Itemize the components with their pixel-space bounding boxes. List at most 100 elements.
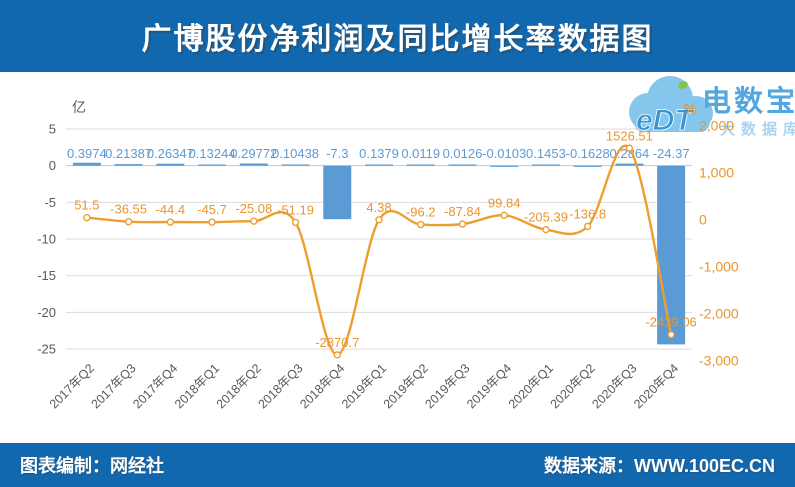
bar-2020年Q1	[531, 164, 560, 166]
bar-2019年Q1	[365, 164, 393, 166]
line-data-labels: 51.5 -36.55 -44.4 -45.7 -25.08 -51.19 -2870.7 4…	[74, 128, 697, 350]
line-point-2018年Q4	[333, 351, 341, 359]
bar-2020年Q3	[615, 163, 644, 166]
svg-text:2018年Q4: 2018年Q4	[297, 361, 347, 411]
svg-text:-1,000: -1,000	[699, 259, 739, 275]
bar-2018年Q1	[198, 164, 227, 166]
bar-2019年Q4	[490, 165, 519, 167]
edt-logo-text: eDT	[636, 104, 695, 137]
svg-text:-0.1628: -0.1628	[566, 146, 610, 161]
svg-text:-5: -5	[44, 195, 56, 210]
left-axis-unit: 亿	[72, 99, 86, 115]
bar-2020年Q2	[573, 165, 602, 167]
svg-text:-24.37: -24.37	[653, 146, 690, 161]
svg-text:0.26347: 0.26347	[147, 146, 194, 161]
svg-text:2020年Q1: 2020年Q1	[506, 361, 556, 411]
bar-2020年Q4	[657, 165, 686, 345]
svg-text:0.10438: 0.10438	[272, 146, 319, 161]
page-title: 广博股份净利润及同比增长率数据图	[141, 23, 654, 56]
svg-text:2,000: 2,000	[699, 118, 734, 134]
bar-data-labels: 0.39740.213870.263470.132440.297720.1043…	[67, 146, 690, 161]
svg-text:-10: -10	[37, 232, 56, 247]
line-point-2020年Q3	[625, 144, 634, 152]
svg-text:0: 0	[49, 158, 56, 173]
line-point-2019年Q1	[375, 216, 383, 224]
svg-text:-136.8: -136.8	[569, 206, 606, 221]
svg-text:2020年Q3: 2020年Q3	[589, 361, 639, 411]
svg-text:-25: -25	[37, 342, 56, 357]
svg-text:-20: -20	[37, 305, 56, 320]
svg-text:5: 5	[49, 122, 56, 137]
line-point-2019年Q2	[417, 220, 425, 229]
sprout-icon	[678, 81, 688, 89]
svg-text:2017年Q2: 2017年Q2	[47, 361, 97, 411]
svg-text:0.3974: 0.3974	[67, 146, 107, 161]
footer-credit: 图表编制：网经社	[20, 456, 164, 476]
svg-text:4.38: 4.38	[366, 200, 391, 215]
svg-text:-15: -15	[37, 268, 56, 283]
svg-text:-0.0103: -0.0103	[482, 146, 526, 161]
left-axis-labels: 5 0 -5 -10 -15 -20 -25 亿	[37, 99, 86, 357]
watermark-brand: 电数宝	[702, 86, 795, 118]
watermark-logo: eDT 电数宝 大数据库	[620, 72, 795, 147]
bar-2017年Q3	[114, 164, 143, 166]
svg-text:2019年Q1: 2019年Q1	[339, 361, 389, 411]
svg-text:2019年Q2: 2019年Q2	[381, 361, 431, 411]
line-point-2017年Q2	[83, 213, 91, 222]
svg-text:-3,000: -3,000	[699, 353, 739, 369]
svg-text:-2,000: -2,000	[699, 306, 739, 322]
line-point-2020年Q1	[542, 225, 550, 234]
svg-text:2020年Q2: 2020年Q2	[548, 361, 598, 411]
svg-text:-36.55: -36.55	[110, 202, 147, 217]
svg-text:2018年Q3: 2018年Q3	[255, 361, 305, 411]
bar-2018年Q3	[281, 164, 310, 166]
footer-bar: 图表编制：网经社 数据来源：WWW.100EC.CN	[0, 443, 795, 487]
line-point-2018年Q2	[250, 217, 258, 225]
line-point-2020年Q2	[583, 222, 592, 231]
line-point-2019年Q3	[458, 220, 467, 228]
bar-2019年Q3	[448, 164, 477, 166]
watermark-tagline: 大数据库	[720, 121, 795, 138]
svg-text:-25.08: -25.08	[235, 201, 272, 216]
svg-text:2019年Q4: 2019年Q4	[464, 361, 514, 411]
svg-text:99.84: 99.84	[488, 195, 521, 210]
svg-text:0.29772: 0.29772	[230, 146, 277, 161]
svg-text:-96.2: -96.2	[406, 205, 436, 220]
svg-text:2017年Q4: 2017年Q4	[130, 361, 180, 411]
bar-2017年Q4	[156, 163, 185, 166]
line-point-2017年Q4	[166, 218, 175, 226]
svg-text:-45.7: -45.7	[197, 202, 227, 217]
chart-plot: 5 0 -5 -10 -15 -20 -25 亿 2,000 1,000 0 -1,000 -2,000…	[37, 99, 739, 411]
bar-2019年Q2	[406, 164, 435, 166]
svg-text:0.13244: 0.13244	[189, 146, 236, 161]
svg-text:2018年Q1: 2018年Q1	[172, 361, 222, 411]
svg-text:1526.51: 1526.51	[606, 128, 653, 143]
svg-text:0.1453: 0.1453	[526, 146, 566, 161]
line-point-2017年Q3	[124, 218, 133, 226]
chart-area: eDT 电数宝 大数据库 5 0 -5 -10 -15 -20 -25 亿 2,000 1,000…	[0, 72, 795, 443]
svg-text:51.5: 51.5	[74, 198, 99, 213]
svg-text:2018年Q2: 2018年Q2	[214, 361, 264, 411]
svg-text:0.1379: 0.1379	[359, 146, 399, 161]
right-axis-unit: %	[683, 101, 696, 118]
right-axis-labels: 2,000 1,000 0 -1,000 -2,000 -3,000%	[683, 101, 739, 369]
svg-text:0: 0	[699, 212, 707, 228]
svg-text:-7.3: -7.3	[326, 146, 348, 161]
line-point-2018年Q1	[208, 218, 216, 226]
svg-text:-205.39: -205.39	[524, 210, 568, 225]
svg-text:0.0126: 0.0126	[443, 146, 483, 161]
svg-text:2019年Q3: 2019年Q3	[422, 361, 472, 411]
chart-title-bar: 广博股份净利润及同比增长率数据图	[0, 0, 795, 72]
x-axis-labels: 2017年Q22017年Q32017年Q42018年Q12018年Q22018年…	[47, 361, 681, 411]
svg-text:-2870.7: -2870.7	[315, 335, 359, 350]
svg-text:0.0119: 0.0119	[401, 146, 440, 161]
footer-source: 数据来源：WWW.100EC.CN	[543, 456, 775, 476]
bar-2018年Q4	[323, 165, 352, 220]
bar-series	[72, 162, 686, 345]
svg-text:-51.19: -51.19	[277, 202, 314, 217]
line-series	[83, 144, 675, 359]
svg-text:-2439.06: -2439.06	[645, 315, 696, 330]
line-point-2020年Q4	[667, 330, 675, 339]
svg-text:0.21387: 0.21387	[105, 146, 152, 161]
bar-2017年Q2	[72, 162, 101, 166]
